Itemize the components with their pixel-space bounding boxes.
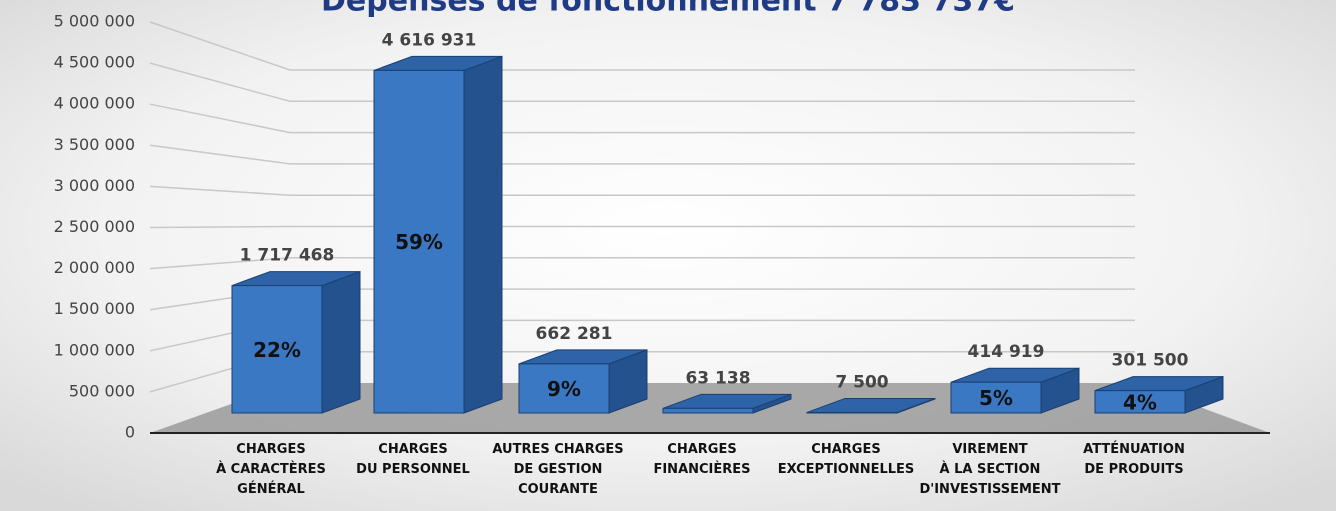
y-tick-label: 3 000 000 <box>54 176 135 195</box>
value-label: 7 500 <box>835 372 888 392</box>
bar <box>1094 390 1186 414</box>
bar-side <box>463 55 503 414</box>
grid-line <box>149 225 1135 229</box>
percent-label: 22% <box>253 338 301 362</box>
value-label: 1 717 468 <box>240 246 335 266</box>
y-tick-label: 5 000 000 <box>54 12 135 31</box>
chart-title: Dépenses de fonctionnement 7 783 737€ <box>321 0 1015 19</box>
x-tick-label: CHARGES FINANCIÈRES <box>653 442 750 477</box>
grid-line <box>149 62 1135 103</box>
x-tick-label: CHARGES EXCEPTIONNELLES <box>778 442 915 477</box>
bar <box>231 285 323 414</box>
bar-side <box>321 270 361 414</box>
grid-line <box>149 103 1135 134</box>
x-tick-label: ATTÉNUATION DE PRODUITS <box>1083 441 1185 477</box>
bar <box>662 407 754 414</box>
y-tick-label: 3 500 000 <box>54 135 135 154</box>
y-tick-label: 1 500 000 <box>54 299 135 318</box>
grid-line <box>149 257 1135 270</box>
grid-line <box>149 144 1135 165</box>
value-label: 662 281 <box>536 324 613 344</box>
bar <box>806 411 898 414</box>
value-label: 301 500 <box>1112 351 1189 371</box>
bar <box>950 381 1042 414</box>
percent-label: 59% <box>395 230 443 254</box>
percent-label: 4% <box>1123 390 1157 414</box>
percent-label: 9% <box>547 377 581 401</box>
bar <box>373 69 465 414</box>
y-tick-label: 1 000 000 <box>54 340 135 359</box>
x-tick-label: CHARGES À CARACTÈRES GÉNÉRAL <box>216 442 326 497</box>
value-label: 414 919 <box>968 342 1045 362</box>
grid-line <box>149 185 1135 196</box>
x-tick-label: VIREMENT À LA SECTION D'INVESTISSEMENT <box>919 442 1060 497</box>
value-label: 63 138 <box>685 368 750 388</box>
y-tick-label: 0 <box>125 423 135 442</box>
y-tick-label: 4 000 000 <box>54 94 135 113</box>
grid-line <box>149 21 1135 71</box>
x-tick-label: CHARGES DU PERSONNEL <box>356 442 470 477</box>
y-tick-label: 2 000 000 <box>54 258 135 277</box>
bar <box>518 363 610 414</box>
y-tick-label: 4 500 000 <box>54 53 135 72</box>
y-tick-label: 500 000 <box>69 381 135 400</box>
x-tick-label: AUTRES CHARGES DE GESTION COURANTE <box>492 442 623 497</box>
y-tick-label: 2 500 000 <box>54 217 135 236</box>
value-label: 4 616 931 <box>382 30 477 50</box>
percent-label: 5% <box>979 386 1013 410</box>
